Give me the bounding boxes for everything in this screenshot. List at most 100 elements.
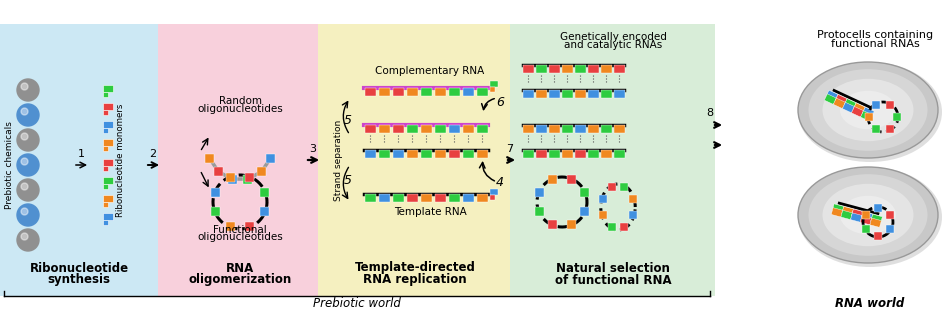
Bar (861, 212, 873, 221)
Bar (614, 125, 625, 133)
Bar (523, 150, 534, 158)
Text: Genetically encoded: Genetically encoded (560, 32, 666, 42)
Circle shape (17, 204, 39, 226)
Bar (601, 90, 612, 98)
Circle shape (21, 158, 28, 165)
Ellipse shape (809, 69, 927, 151)
Bar (243, 174, 253, 184)
Text: Template-directed: Template-directed (355, 261, 476, 275)
Bar (893, 113, 901, 121)
Bar (490, 87, 495, 92)
Bar (225, 221, 235, 230)
Bar (629, 195, 638, 203)
Bar (266, 155, 274, 164)
Bar (393, 194, 404, 202)
Bar (567, 175, 576, 184)
Bar (523, 90, 534, 98)
Bar (463, 194, 474, 202)
Text: 7: 7 (506, 144, 514, 154)
Bar (851, 209, 863, 218)
Bar (421, 88, 432, 96)
Bar (103, 159, 113, 166)
Bar (861, 111, 872, 121)
Text: synthesis: synthesis (47, 274, 111, 286)
Bar (549, 220, 557, 229)
Circle shape (21, 183, 28, 190)
Bar (463, 125, 474, 133)
Bar (886, 101, 894, 109)
Text: RNA: RNA (226, 261, 254, 275)
Text: Prebiotic world: Prebiotic world (313, 297, 401, 310)
Bar (599, 195, 606, 203)
Bar (214, 167, 223, 176)
Bar (886, 125, 894, 133)
Bar (510, 24, 715, 296)
Text: RNA replication: RNA replication (363, 274, 466, 286)
Bar (629, 212, 638, 220)
Bar (549, 90, 560, 98)
Circle shape (17, 104, 39, 126)
Bar (842, 206, 853, 216)
Text: Random: Random (219, 96, 261, 106)
Text: Ribonucleotide: Ribonucleotide (29, 261, 129, 275)
Ellipse shape (798, 167, 942, 267)
Bar (872, 125, 880, 133)
Bar (614, 90, 625, 98)
Bar (477, 88, 488, 96)
Bar (435, 88, 446, 96)
Text: 6: 6 (496, 95, 504, 108)
Bar (862, 211, 870, 219)
Bar (449, 194, 460, 202)
Bar (421, 125, 432, 133)
Bar (449, 150, 460, 158)
Bar (886, 225, 894, 233)
Circle shape (17, 129, 39, 151)
Bar (259, 188, 269, 196)
Text: Natural selection: Natural selection (556, 261, 670, 275)
Bar (379, 125, 390, 133)
Bar (490, 195, 495, 200)
Bar (562, 65, 573, 73)
Bar (449, 88, 460, 96)
Bar (601, 150, 612, 158)
Circle shape (17, 229, 39, 251)
Bar (607, 183, 616, 191)
Bar (205, 155, 215, 164)
Bar (490, 189, 498, 195)
Bar (575, 125, 586, 133)
Text: 8: 8 (707, 108, 713, 118)
Bar (833, 98, 846, 108)
Bar (601, 125, 612, 133)
Circle shape (21, 233, 28, 240)
Bar (407, 125, 418, 133)
Bar (103, 128, 108, 133)
Bar (103, 166, 108, 171)
Bar (562, 150, 573, 158)
Text: RNA world: RNA world (835, 297, 904, 310)
Bar (435, 125, 446, 133)
Bar (835, 94, 847, 105)
Bar (365, 88, 376, 96)
Bar (365, 150, 376, 158)
Bar (407, 194, 418, 202)
Bar (549, 150, 560, 158)
Bar (536, 90, 547, 98)
Text: 4: 4 (496, 175, 504, 188)
Bar (862, 225, 870, 233)
Bar (826, 90, 838, 101)
Bar (601, 65, 612, 73)
Bar (841, 210, 852, 220)
Bar (158, 24, 318, 296)
Bar (523, 125, 534, 133)
Bar (562, 90, 573, 98)
Bar (844, 99, 856, 109)
Bar (580, 207, 588, 216)
Text: oligonucleotides: oligonucleotides (197, 104, 283, 114)
Bar (851, 107, 864, 117)
Circle shape (17, 179, 39, 201)
Text: and catalytic RNAs: and catalytic RNAs (564, 40, 662, 50)
Bar (549, 125, 560, 133)
Circle shape (21, 208, 28, 215)
Bar (379, 150, 390, 158)
Ellipse shape (798, 62, 942, 162)
